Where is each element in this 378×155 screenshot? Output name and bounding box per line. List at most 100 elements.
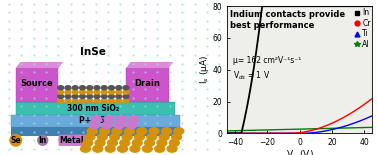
Polygon shape bbox=[11, 127, 180, 136]
Circle shape bbox=[108, 86, 115, 90]
Circle shape bbox=[157, 140, 167, 146]
Circle shape bbox=[159, 134, 169, 140]
Circle shape bbox=[79, 90, 85, 94]
Circle shape bbox=[130, 145, 140, 152]
Circle shape bbox=[116, 90, 122, 94]
Polygon shape bbox=[16, 115, 175, 124]
Circle shape bbox=[108, 90, 115, 94]
Circle shape bbox=[101, 94, 107, 98]
Circle shape bbox=[108, 99, 115, 103]
Circle shape bbox=[65, 90, 71, 94]
Circle shape bbox=[79, 94, 85, 98]
Circle shape bbox=[145, 140, 155, 146]
Circle shape bbox=[90, 122, 99, 129]
Circle shape bbox=[135, 134, 144, 140]
Circle shape bbox=[114, 122, 124, 129]
Text: P++ Si: P++ Si bbox=[79, 116, 108, 125]
Circle shape bbox=[92, 116, 102, 123]
Circle shape bbox=[83, 140, 93, 146]
Circle shape bbox=[149, 128, 159, 135]
Circle shape bbox=[118, 145, 127, 152]
Circle shape bbox=[101, 99, 107, 103]
Circle shape bbox=[107, 140, 118, 146]
Polygon shape bbox=[126, 68, 169, 102]
Polygon shape bbox=[16, 102, 175, 115]
Circle shape bbox=[120, 140, 130, 146]
Circle shape bbox=[123, 90, 129, 94]
Circle shape bbox=[72, 86, 78, 90]
Circle shape bbox=[104, 116, 114, 123]
Circle shape bbox=[155, 145, 165, 152]
Circle shape bbox=[116, 86, 122, 90]
Circle shape bbox=[87, 86, 93, 90]
Circle shape bbox=[65, 99, 71, 103]
Circle shape bbox=[94, 90, 100, 94]
Circle shape bbox=[85, 134, 95, 140]
Circle shape bbox=[94, 99, 100, 103]
Circle shape bbox=[169, 140, 179, 146]
Circle shape bbox=[122, 134, 132, 140]
Text: μ= 162 cm²V⁻¹s⁻¹: μ= 162 cm²V⁻¹s⁻¹ bbox=[232, 56, 301, 65]
Polygon shape bbox=[11, 115, 180, 127]
Legend: In, Cr, Ti, Al: In, Cr, Ti, Al bbox=[353, 7, 372, 50]
Circle shape bbox=[143, 145, 152, 152]
Circle shape bbox=[94, 86, 100, 90]
Circle shape bbox=[94, 94, 100, 98]
Text: Drain: Drain bbox=[134, 79, 160, 88]
Circle shape bbox=[123, 86, 129, 90]
Circle shape bbox=[65, 94, 71, 98]
Circle shape bbox=[147, 134, 157, 140]
Circle shape bbox=[105, 145, 115, 152]
Circle shape bbox=[58, 94, 64, 98]
Circle shape bbox=[116, 116, 126, 123]
Polygon shape bbox=[16, 62, 63, 68]
Text: Source: Source bbox=[21, 79, 53, 88]
Circle shape bbox=[81, 145, 90, 152]
Circle shape bbox=[167, 145, 177, 152]
Circle shape bbox=[124, 128, 134, 135]
Circle shape bbox=[123, 99, 129, 103]
Circle shape bbox=[112, 128, 122, 135]
Circle shape bbox=[161, 128, 171, 135]
Circle shape bbox=[87, 99, 93, 103]
Circle shape bbox=[137, 128, 147, 135]
Circle shape bbox=[100, 128, 110, 135]
Circle shape bbox=[65, 86, 71, 90]
Circle shape bbox=[72, 94, 78, 98]
Circle shape bbox=[58, 99, 64, 103]
Circle shape bbox=[116, 94, 122, 98]
Circle shape bbox=[101, 90, 107, 94]
Circle shape bbox=[58, 86, 64, 90]
Circle shape bbox=[102, 122, 112, 129]
Circle shape bbox=[108, 94, 115, 98]
Circle shape bbox=[123, 94, 129, 98]
Circle shape bbox=[72, 90, 78, 94]
Circle shape bbox=[174, 128, 184, 135]
Text: V$_{ds}$ = 1 V: V$_{ds}$ = 1 V bbox=[232, 70, 270, 82]
Circle shape bbox=[110, 134, 120, 140]
Circle shape bbox=[87, 128, 97, 135]
Circle shape bbox=[79, 99, 85, 103]
Circle shape bbox=[172, 134, 181, 140]
Circle shape bbox=[101, 86, 107, 90]
Y-axis label: I$_s$ (μA): I$_s$ (μA) bbox=[198, 55, 211, 84]
Polygon shape bbox=[16, 68, 59, 102]
Circle shape bbox=[127, 122, 136, 129]
X-axis label: V$_g$ (V): V$_g$ (V) bbox=[286, 148, 313, 155]
Circle shape bbox=[98, 134, 107, 140]
Text: Indium contacts provide
best performance: Indium contacts provide best performance bbox=[230, 10, 345, 30]
Text: In: In bbox=[39, 136, 47, 145]
Circle shape bbox=[95, 140, 105, 146]
Circle shape bbox=[87, 90, 93, 94]
Circle shape bbox=[129, 116, 139, 123]
Circle shape bbox=[132, 140, 142, 146]
Circle shape bbox=[87, 94, 93, 98]
Circle shape bbox=[79, 86, 85, 90]
Circle shape bbox=[93, 145, 103, 152]
Text: 300 nm SiO₂: 300 nm SiO₂ bbox=[67, 104, 119, 113]
Circle shape bbox=[116, 99, 122, 103]
Circle shape bbox=[72, 99, 78, 103]
Text: Se: Se bbox=[11, 136, 21, 145]
Polygon shape bbox=[126, 62, 173, 68]
Text: Metal: Metal bbox=[60, 136, 84, 145]
